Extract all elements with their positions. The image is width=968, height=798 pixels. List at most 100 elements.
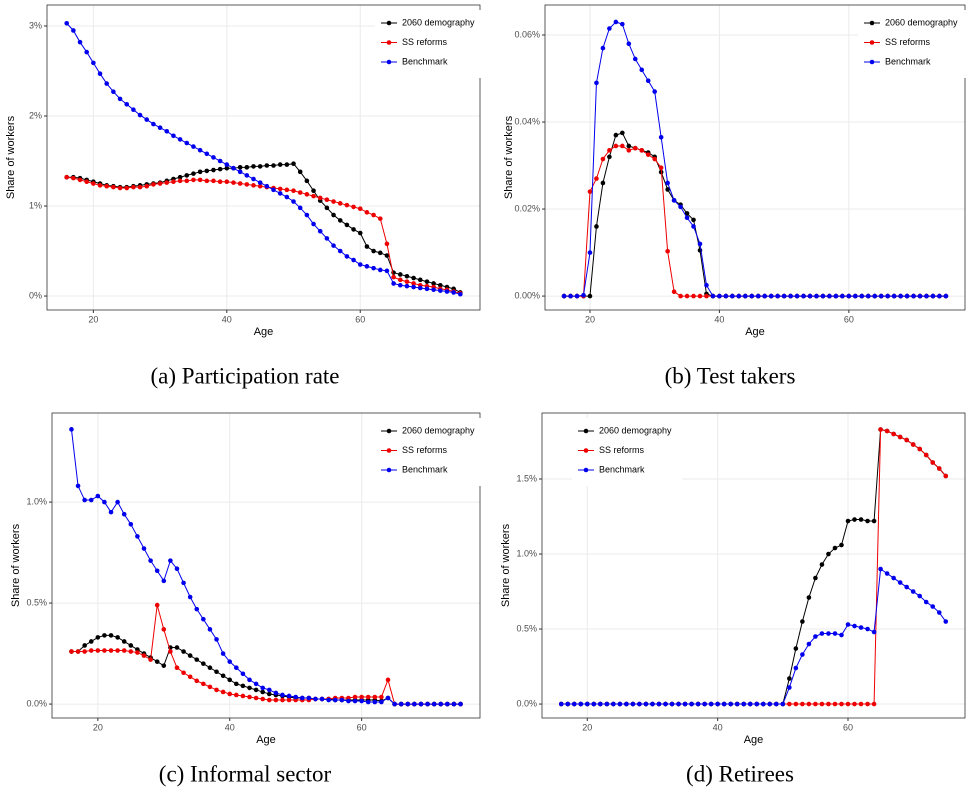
data-point bbox=[571, 701, 577, 707]
data-point bbox=[137, 112, 143, 118]
data-point bbox=[311, 221, 316, 227]
data-point bbox=[115, 648, 120, 653]
data-point bbox=[424, 286, 430, 292]
data-point bbox=[141, 653, 147, 658]
data-point bbox=[398, 701, 404, 707]
data-point bbox=[898, 293, 903, 299]
data-point bbox=[75, 649, 81, 654]
data-point bbox=[247, 685, 252, 691]
data-point bbox=[780, 701, 786, 707]
legend-key bbox=[583, 467, 589, 473]
data-point bbox=[767, 701, 773, 707]
y-tick-label: 0% bbox=[29, 290, 42, 300]
data-point bbox=[201, 681, 206, 687]
data-point bbox=[591, 701, 597, 707]
data-point bbox=[417, 285, 423, 291]
data-point bbox=[266, 691, 272, 697]
data-point bbox=[64, 20, 69, 26]
data-point bbox=[691, 217, 696, 223]
y-tick-label: 0.06% bbox=[514, 29, 540, 39]
data-point bbox=[234, 692, 239, 698]
data-point bbox=[331, 243, 336, 248]
data-point bbox=[84, 179, 89, 185]
data-point bbox=[306, 695, 312, 701]
data-point bbox=[600, 180, 606, 186]
data-point bbox=[730, 293, 735, 299]
data-point bbox=[923, 452, 929, 458]
data-point bbox=[257, 164, 263, 169]
data-point bbox=[197, 147, 203, 153]
data-point bbox=[445, 701, 450, 707]
data-point bbox=[643, 701, 649, 707]
x-axis-title: Age bbox=[745, 326, 765, 338]
plot-border bbox=[541, 412, 966, 719]
data-point bbox=[832, 701, 838, 707]
data-point bbox=[632, 145, 638, 151]
data-point bbox=[352, 694, 358, 700]
data-point bbox=[280, 697, 285, 703]
data-point bbox=[910, 589, 916, 594]
data-point bbox=[377, 250, 383, 256]
data-point bbox=[397, 272, 403, 277]
data-point bbox=[652, 156, 657, 162]
data-point bbox=[171, 179, 176, 185]
data-point bbox=[284, 187, 290, 193]
data-point bbox=[351, 204, 356, 210]
data-point bbox=[911, 293, 916, 299]
data-point bbox=[144, 183, 150, 189]
x-tick-label: 60 bbox=[844, 314, 854, 324]
legend-label: Benchmark bbox=[402, 464, 448, 474]
data-point bbox=[339, 697, 345, 703]
data-point bbox=[253, 681, 259, 687]
data-point bbox=[266, 687, 272, 693]
data-point bbox=[124, 185, 130, 191]
data-point bbox=[417, 277, 423, 283]
data-point bbox=[371, 212, 376, 218]
data-point bbox=[351, 227, 356, 232]
data-point bbox=[702, 701, 707, 707]
data-point bbox=[128, 643, 134, 648]
data-point bbox=[781, 293, 787, 299]
data-point bbox=[365, 694, 371, 700]
data-point bbox=[826, 701, 831, 707]
x-axis-title: Age bbox=[744, 734, 764, 746]
x-tick-label: 60 bbox=[843, 722, 853, 732]
y-axis-title: Share of workers bbox=[500, 523, 512, 607]
data-point bbox=[904, 293, 910, 299]
data-point bbox=[117, 96, 123, 102]
data-point bbox=[930, 293, 936, 299]
data-point bbox=[826, 631, 831, 636]
data-point bbox=[923, 599, 929, 605]
data-point bbox=[384, 253, 390, 258]
data-point bbox=[691, 293, 696, 299]
data-point bbox=[613, 143, 619, 149]
data-point bbox=[111, 89, 116, 94]
data-point bbox=[839, 701, 844, 707]
data-point bbox=[704, 293, 709, 299]
data-point bbox=[741, 701, 747, 707]
data-point bbox=[264, 183, 270, 189]
data-point bbox=[819, 631, 825, 636]
data-point bbox=[135, 534, 140, 539]
data-point bbox=[793, 665, 799, 671]
data-point bbox=[891, 575, 896, 581]
data-point bbox=[669, 701, 675, 707]
data-point bbox=[604, 701, 610, 707]
legend-label: Benchmark bbox=[885, 56, 931, 66]
data-point bbox=[64, 174, 69, 180]
data-point bbox=[697, 293, 703, 299]
data-point bbox=[371, 265, 376, 271]
x-tick-label: 20 bbox=[582, 722, 592, 732]
data-point bbox=[624, 701, 629, 707]
data-point bbox=[174, 665, 180, 671]
data-point bbox=[458, 291, 463, 297]
data-point bbox=[217, 158, 223, 164]
data-point bbox=[124, 101, 130, 107]
y-tick-label: 0.02% bbox=[514, 203, 540, 213]
data-point bbox=[324, 205, 330, 211]
data-point bbox=[431, 287, 436, 293]
data-point bbox=[587, 293, 593, 299]
data-point bbox=[747, 701, 753, 707]
legend-key bbox=[386, 467, 392, 473]
